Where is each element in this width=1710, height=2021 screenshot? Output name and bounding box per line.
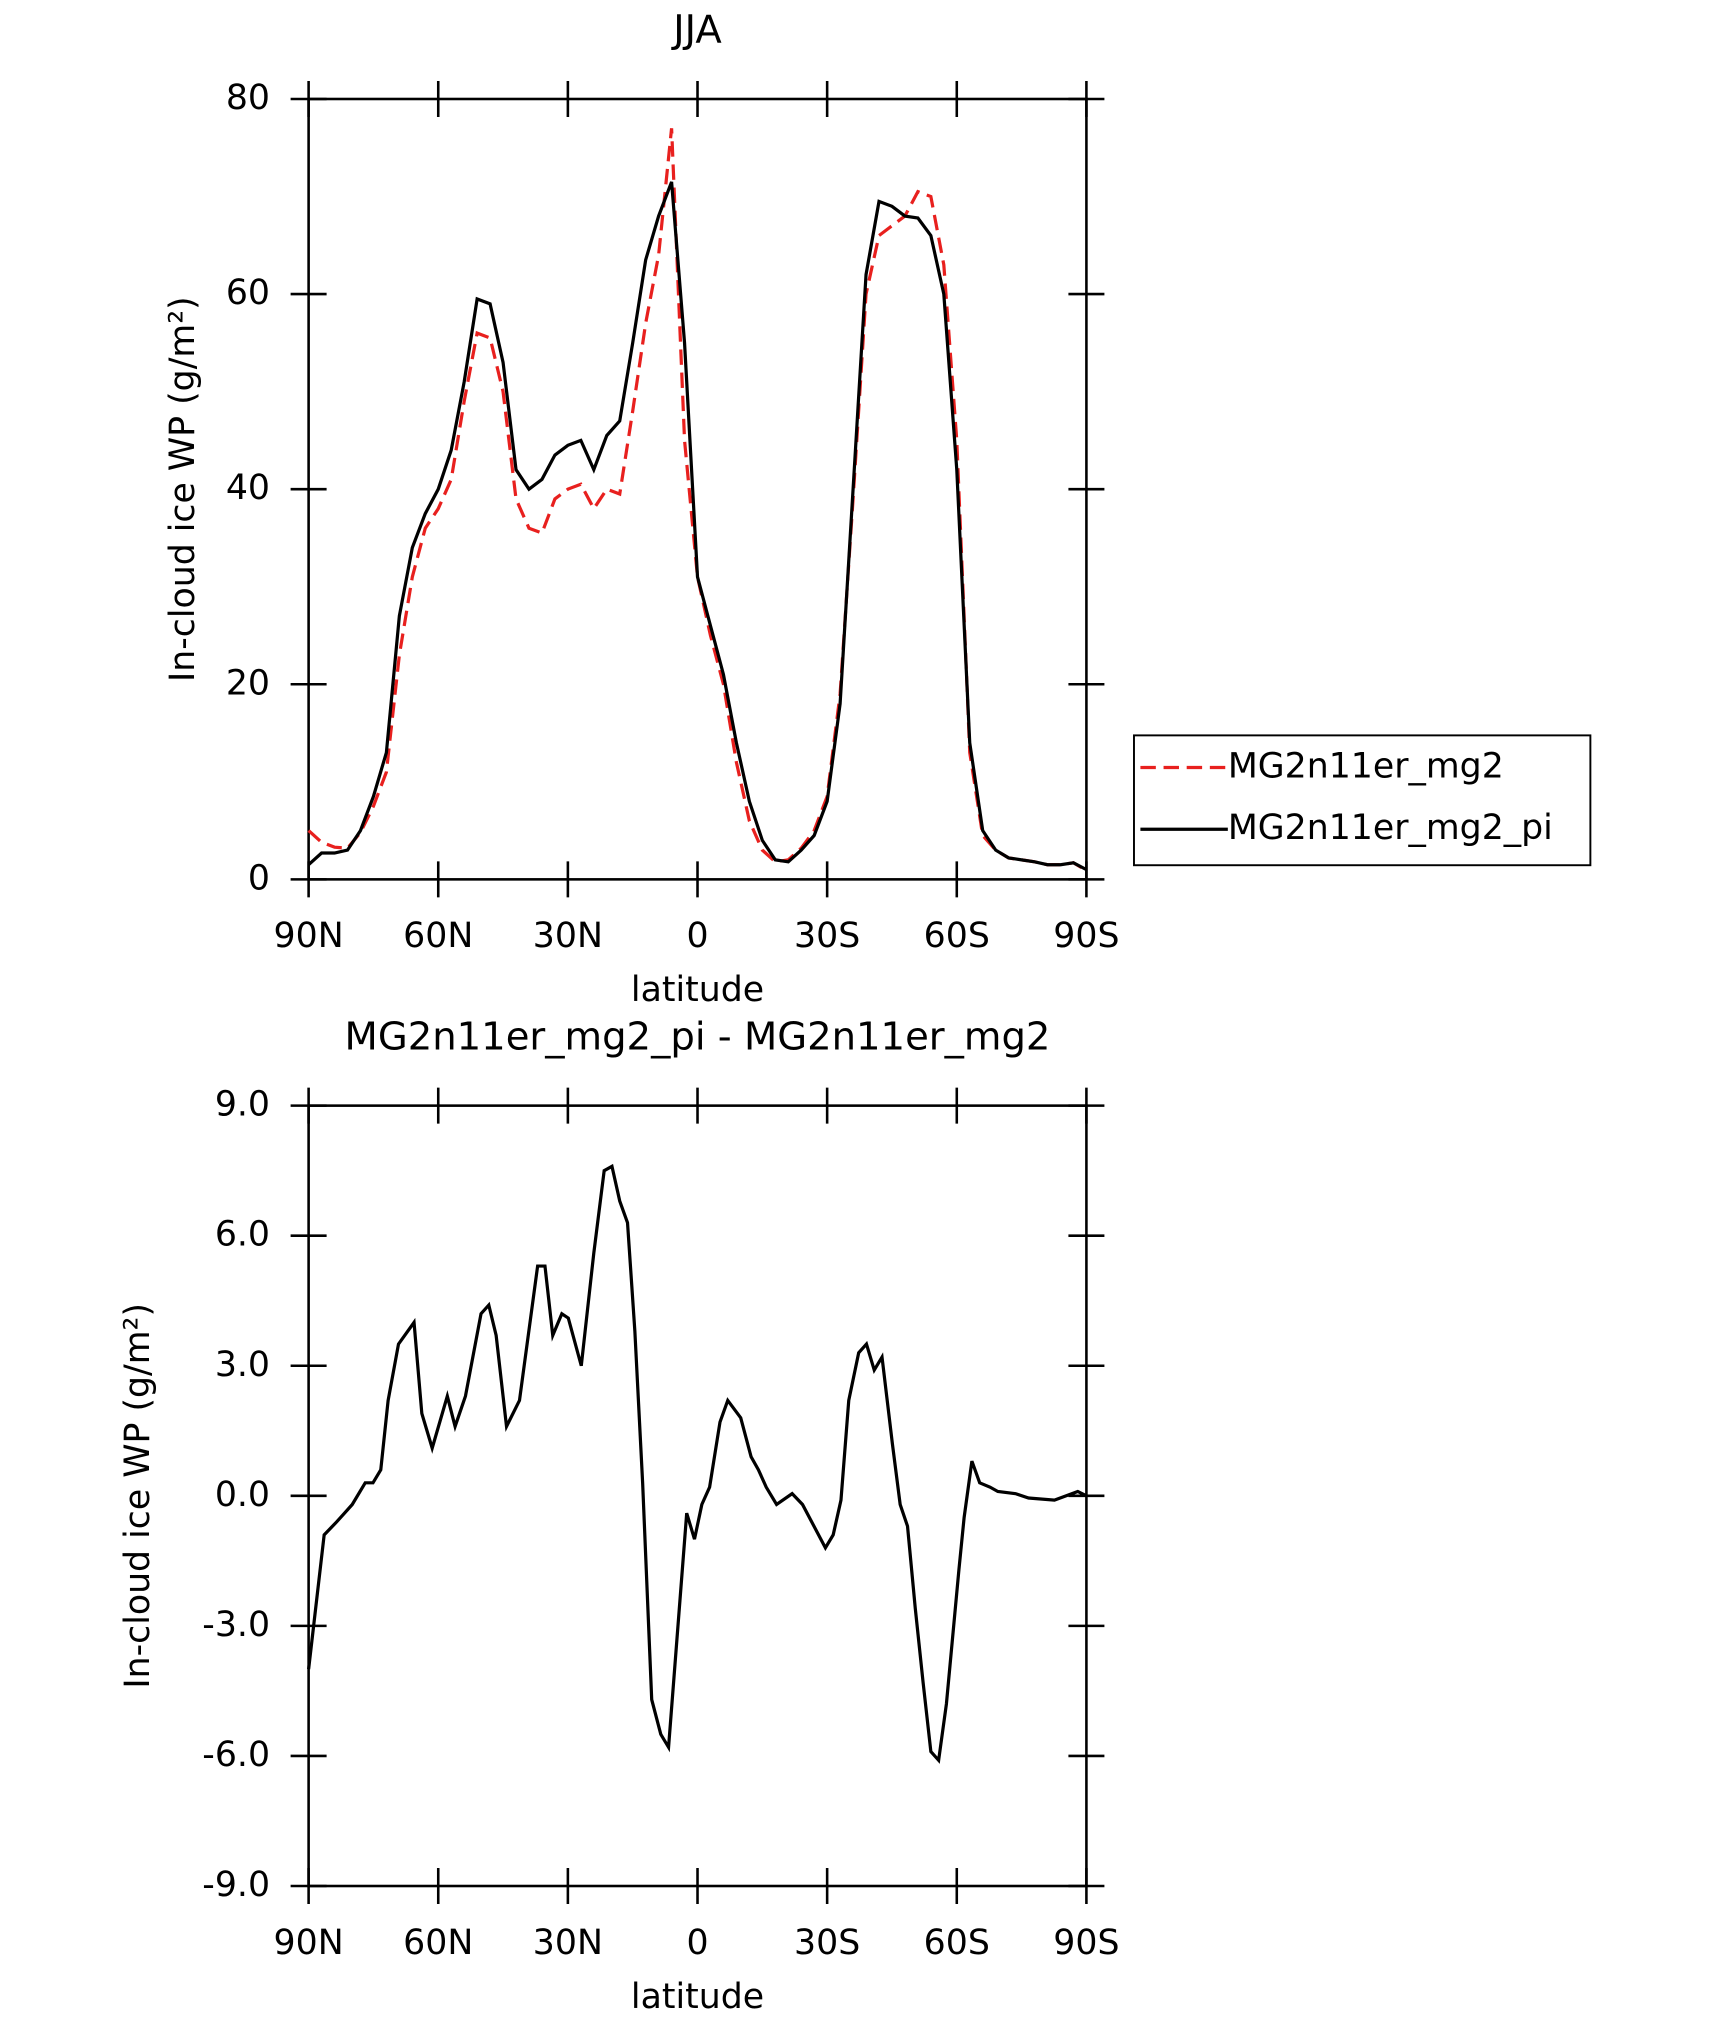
x-tick-label: 30S [794, 916, 860, 956]
y-tick-label: 80 [226, 78, 270, 118]
y-axis-label: In-cloud ice WP (g/m²) [163, 296, 203, 682]
legend-label: MG2n11er_mg2 [1228, 747, 1504, 787]
y-tick-label: 40 [226, 468, 270, 508]
x-axis-label: latitude [631, 1977, 764, 2017]
data-line [307, 128, 1088, 872]
x-axis-label: latitude [631, 970, 764, 1010]
x-tick-label: 0 [686, 1923, 708, 1963]
data-line [307, 1163, 1088, 1764]
y-tick-label: -9.0 [202, 1865, 270, 1905]
chart-title: JJA [671, 8, 722, 53]
data-line [307, 181, 1088, 872]
y-tick-label: 6.0 [215, 1215, 270, 1255]
x-tick-label: 90S [1053, 916, 1119, 956]
x-tick-label: 30N [533, 916, 603, 956]
y-axis-label: In-cloud ice WP (g/m²) [118, 1303, 158, 1689]
y-tick-label: 0 [248, 858, 270, 898]
x-tick-label: 90S [1053, 1923, 1119, 1963]
y-tick-label: 9.0 [215, 1085, 270, 1125]
x-tick-label: 90N [274, 1923, 344, 1963]
legend-box [1133, 734, 1592, 867]
y-tick-label: 3.0 [215, 1345, 270, 1385]
y-tick-label: -3.0 [202, 1605, 270, 1645]
x-tick-label: 60N [403, 916, 473, 956]
x-tick-label: 60S [924, 916, 990, 956]
x-tick-label: 0 [686, 916, 708, 956]
y-tick-label: 0.0 [215, 1475, 270, 1515]
x-tick-label: 30N [533, 1923, 603, 1963]
x-tick-label: 30S [794, 1923, 860, 1963]
x-tick-label: 60N [403, 1923, 473, 1963]
y-tick-label: 20 [226, 663, 270, 703]
chart-title: MG2n11er_mg2_pi - MG2n11er_mg2 [345, 1014, 1051, 1059]
x-tick-label: 90N [274, 916, 344, 956]
x-tick-label: 60S [924, 1923, 990, 1963]
plot-frame [307, 1104, 1088, 1888]
plot-frame [307, 97, 1088, 881]
y-tick-label: 60 [226, 273, 270, 313]
y-tick-label: -6.0 [202, 1735, 270, 1775]
legend-label: MG2n11er_mg2_pi [1228, 808, 1553, 848]
